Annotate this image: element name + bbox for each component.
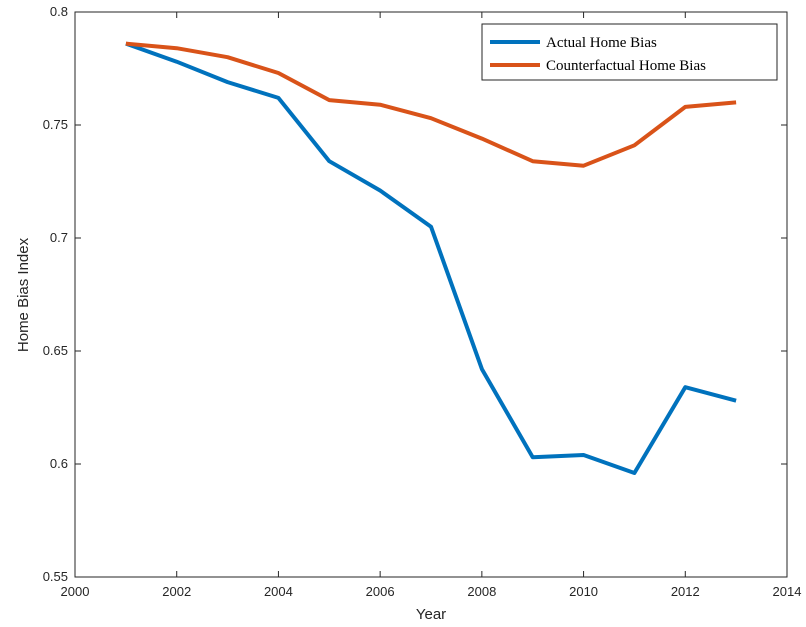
x-axis-ticks: 2000 2002 2004 2006 2008 2010 2012 2014 xyxy=(61,12,802,599)
legend-label-actual: Actual Home Bias xyxy=(546,35,657,51)
x-tick-label: 2012 xyxy=(671,584,700,599)
x-tick-label: 2008 xyxy=(467,584,496,599)
x-tick-label: 2004 xyxy=(264,584,293,599)
y-tick-label: 0.8 xyxy=(50,4,68,19)
legend-box xyxy=(481,23,778,81)
legend: Actual Home Bias Counterfactual Home Bia… xyxy=(481,23,778,81)
x-tick-label: 2014 xyxy=(773,584,802,599)
series-line-counterfactual xyxy=(125,41,737,168)
x-tick-label: 2000 xyxy=(61,584,90,599)
x-tick-label: 2010 xyxy=(569,584,598,599)
y-tick-label: 0.7 xyxy=(50,230,68,245)
y-tick-label: 0.55 xyxy=(43,569,68,584)
plot-area xyxy=(74,11,788,578)
y-axis-label: Home Bias Index xyxy=(15,237,32,352)
y-tick-label: 0.65 xyxy=(43,343,68,358)
x-tick-label: 2006 xyxy=(366,584,395,599)
x-axis-label: Year xyxy=(416,606,446,623)
y-tick-label: 0.75 xyxy=(43,117,68,132)
y-axis-ticks: 0.55 0.6 0.65 0.7 0.75 0.8 xyxy=(43,4,787,584)
y-tick-label: 0.6 xyxy=(50,456,68,471)
series-line-actual xyxy=(125,41,737,475)
x-tick-label: 2002 xyxy=(162,584,191,599)
legend-label-counterfactual: Counterfactual Home Bias xyxy=(546,58,706,74)
series-lines xyxy=(125,41,737,475)
